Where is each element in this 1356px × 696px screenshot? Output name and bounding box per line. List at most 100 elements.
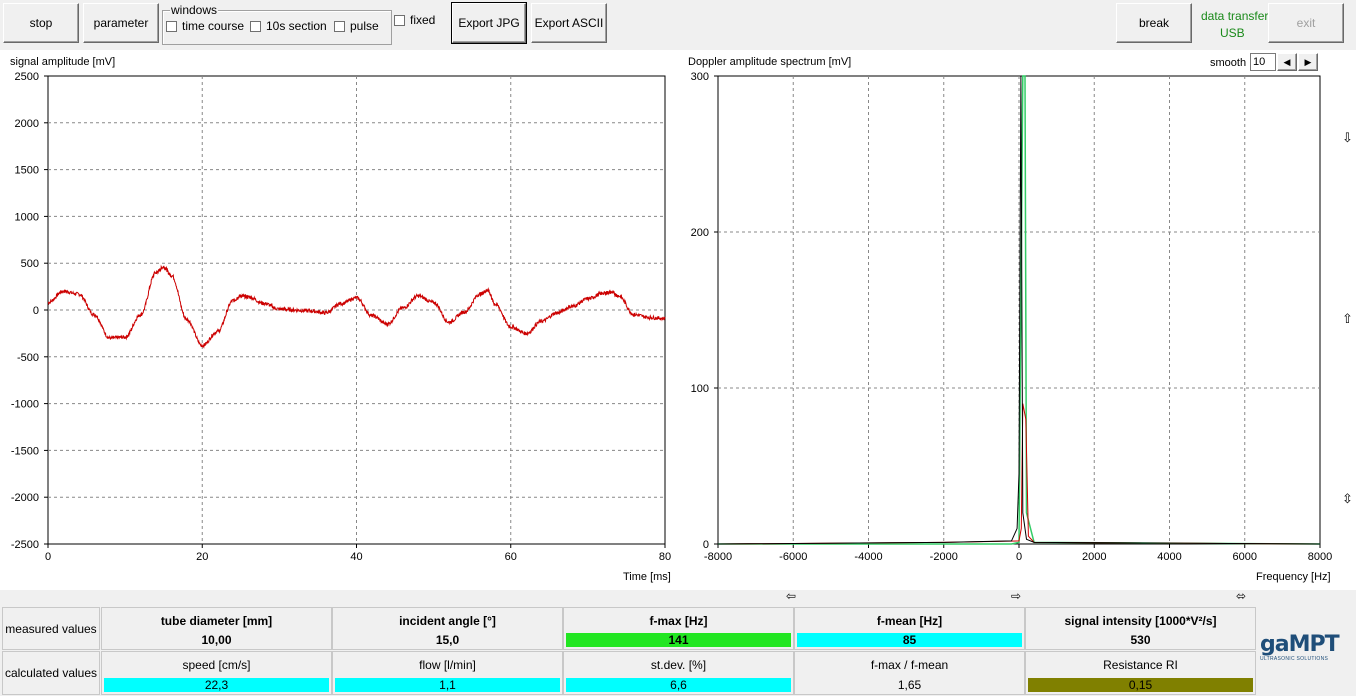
incident-angle-cell: incident angle [°] 15,0 [332, 607, 563, 650]
signal-y-tick-label: 2000 [15, 118, 39, 130]
shift-right-arrow-icon[interactable]: ⇨ [1011, 589, 1022, 603]
stdev-value: 6,6 [566, 678, 791, 692]
spectrum-x-tick-label: 8000 [1308, 551, 1332, 563]
speed-cell: speed [cm/s] 22,3 [101, 651, 332, 695]
fmean-cell: f-mean [Hz] 85 [794, 607, 1025, 650]
resistance-ri-label: Resistance RI [1103, 658, 1178, 672]
flow-value: 1,1 [335, 678, 560, 692]
tube-diameter-value: 10,00 [201, 633, 232, 647]
fmax-fmean-ratio-value: 1,65 [897, 678, 922, 692]
spectrum-x-tick-label: -2000 [930, 551, 958, 563]
signal-x-tick-label: 40 [350, 551, 362, 563]
time-course-checkbox[interactable]: time course [166, 19, 244, 33]
stop-button[interactable]: stop [3, 3, 79, 43]
speed-value: 22,3 [104, 678, 329, 692]
spectrum-x-tick-label: 0 [1016, 551, 1022, 563]
exit-button[interactable]: exit [1268, 3, 1344, 43]
spectrum-trace-black [717, 75, 1321, 545]
stdev-label: st.dev. [%] [650, 658, 707, 672]
spectrum-xlabel: Frequency [Hz] [1256, 571, 1331, 583]
signal-y-tick-label: -1000 [11, 399, 39, 411]
scale-up-arrow-icon[interactable]: ⇧ [1342, 311, 1353, 326]
triangle-right-icon: ▶ [1304, 56, 1312, 67]
spectrum-y-tick-label: 100 [691, 383, 709, 395]
fmax-value: 141 [566, 633, 791, 647]
spectrum-x-tick-label: -4000 [854, 551, 882, 563]
resistance-ri-value: 0,15 [1028, 678, 1253, 692]
logo-tagline: ULTRASONIC SOLUTIONS [1260, 656, 1329, 662]
parameter-button[interactable]: parameter [83, 3, 159, 43]
data-transfer-label: data transfer: [1201, 9, 1272, 23]
triangle-left-icon: ◀ [1283, 56, 1291, 67]
fmean-value: 85 [797, 633, 1022, 647]
incident-angle-label: incident angle [°] [399, 614, 496, 628]
10s-section-checkbox[interactable]: 10s section [250, 19, 327, 33]
resistance-ri-cell: Resistance RI 0,15 [1025, 651, 1256, 695]
incident-angle-value: 15,0 [435, 633, 460, 647]
tube-diameter-cell: tube diameter [mm] 10,00 [101, 607, 332, 650]
speed-label: speed [cm/s] [182, 658, 251, 672]
signal-y-tick-label: -2500 [11, 539, 39, 551]
shift-left-arrow-icon[interactable]: ⇦ [786, 589, 797, 603]
signal-y-tick-label: 1000 [15, 211, 39, 223]
windows-groupbox [162, 10, 392, 45]
pulse-checkbox[interactable]: pulse [334, 19, 379, 33]
stdev-cell: st.dev. [%] 6,6 [563, 651, 794, 695]
signal-xlabel: Time [ms] [623, 571, 671, 583]
flow-label: flow [l/min] [419, 658, 476, 672]
signal-x-tick-label: 20 [196, 551, 208, 563]
measured-values-label: measured values [2, 607, 100, 650]
fmax-cell: f-max [Hz] 141 [563, 607, 794, 650]
export-jpg-button[interactable]: Export JPG [451, 2, 527, 44]
scale-down-arrow-icon[interactable]: ⇩ [1342, 130, 1353, 145]
time-course-label: time course [182, 19, 245, 33]
fmax-label: f-max [Hz] [649, 614, 708, 628]
signal-y-tick-label: 500 [21, 258, 39, 270]
signal-chart: 2500 2000 1500 1000 500 0 -500 -1000 -1500 -2000 -… [11, 71, 671, 563]
calculated-values-label: calculated values [2, 651, 100, 695]
break-button[interactable]: break [1116, 3, 1192, 43]
logo-brand: gaMPT [1260, 632, 1340, 657]
signal-y-tick-label: -500 [17, 352, 39, 364]
scale-updown-arrow-icon[interactable]: ⇳ [1342, 491, 1353, 506]
signal-intensity-value: 530 [1130, 633, 1151, 647]
signal-y-tick-label: 0 [33, 305, 39, 317]
smooth-decrease-button[interactable]: ◀ [1277, 53, 1297, 71]
signal-intensity-label: signal intensity [1000*V²/s] [1064, 614, 1217, 628]
spectrum-x-tick-label: 4000 [1157, 551, 1181, 563]
spectrum-y-tick-label: 300 [691, 71, 709, 83]
signal-intensity-cell: signal intensity [1000*V²/s] 530 [1025, 607, 1256, 650]
fixed-checkbox[interactable]: fixed [394, 13, 435, 27]
spectrum-x-tick-label: 2000 [1082, 551, 1106, 563]
spectrum-chart-title: Doppler amplitude spectrum [mV] [688, 56, 852, 68]
spectrum-x-tick-label: 6000 [1233, 551, 1257, 563]
signal-chart-title: signal amplitude [mV] [10, 56, 116, 68]
spectrum-x-tick-label: -8000 [704, 551, 732, 563]
smooth-label: smooth [1210, 57, 1247, 69]
signal-y-tick-label: -2000 [11, 492, 39, 504]
windows-legend: windows [170, 3, 219, 17]
signal-x-tick-label: 60 [505, 551, 517, 563]
spectrum-y-tick-label: 0 [703, 539, 709, 551]
fmean-label: f-mean [Hz] [876, 614, 943, 628]
signal-y-tick-label: -1500 [11, 445, 39, 457]
signal-x-tick-label: 80 [659, 551, 671, 563]
signal-y-tick-label: 2500 [15, 71, 39, 83]
spectrum-trace-green [718, 75, 1321, 545]
signal-x-tick-label: 0 [45, 551, 51, 563]
shift-leftright-arrow-icon[interactable]: ⬄ [1236, 589, 1247, 603]
smooth-input[interactable]: 10 [1250, 53, 1276, 71]
fmax-fmean-ratio-label: f-max / f-mean [870, 658, 949, 672]
flow-cell: flow [l/min] 1,1 [332, 651, 563, 695]
spectrum-x-tick-label: -6000 [779, 551, 807, 563]
fmax-fmean-ratio-cell: f-max / f-mean 1,65 [794, 651, 1025, 695]
gampt-logo: gaMPT ULTRASONIC SOLUTIONS [1260, 632, 1340, 663]
smooth-increase-button[interactable]: ▶ [1298, 53, 1318, 71]
10s-section-label: 10s section [266, 19, 327, 33]
export-ascii-button[interactable]: Export ASCII [531, 3, 607, 43]
tube-diameter-label: tube diameter [mm] [160, 614, 273, 628]
pulse-label: pulse [350, 19, 379, 33]
signal-y-tick-label: 1500 [15, 165, 39, 177]
data-transfer-value: USB [1220, 26, 1245, 40]
